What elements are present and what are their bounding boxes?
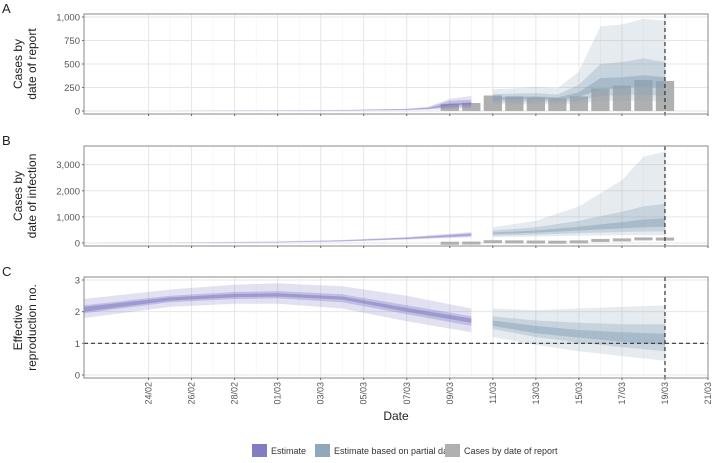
report-bar <box>655 80 675 111</box>
panel-letter: B <box>2 133 11 148</box>
report-bar <box>548 98 567 111</box>
panel-letter: A <box>2 1 11 16</box>
report-bar <box>505 96 524 111</box>
partial-ribbon-band-2 <box>492 58 665 103</box>
report-bar <box>462 103 481 111</box>
report-bar <box>505 240 524 244</box>
y-tick-label: 3 <box>75 276 80 287</box>
y-tick-label: 500 <box>64 60 80 71</box>
x-tick-label: 05/03 <box>359 382 369 405</box>
y-tick-label: 2 <box>75 307 80 318</box>
y-axis-label: date of report <box>25 28 39 100</box>
report-bar <box>569 96 589 111</box>
panel-b: 0 1,000 2,000 3,000 B Cases by date of infecti… <box>2 133 709 250</box>
panel-border <box>83 145 709 247</box>
report-bar <box>634 237 653 241</box>
y-axis-label: Effective <box>11 304 25 350</box>
x-axis: 24/02 26/02 28/02 01/03 03/03 05/03 07/03 09/03… <box>144 382 713 423</box>
x-tick-label: 09/03 <box>445 382 455 405</box>
estimate-ribbon-band-1 <box>84 96 472 111</box>
partial-ribbon-band-3 <box>492 75 665 101</box>
y-axis-label: Cases by <box>11 39 25 89</box>
y-tick-label: 750 <box>64 36 80 47</box>
x-tick-label: 17/03 <box>617 382 627 405</box>
y-tick-label: 250 <box>64 83 80 94</box>
y-tick-label: 0 <box>75 371 80 382</box>
partial-ribbon-band-3 <box>492 320 665 345</box>
report-bar <box>526 240 546 244</box>
x-tick-label: 24/02 <box>144 382 154 405</box>
y-tick-label: 2,000 <box>56 186 80 197</box>
x-tick-label: 13/03 <box>531 382 541 405</box>
panel-c: 0 1 2 3 C Effective reproduction no. <box>2 264 709 382</box>
x-tick-label: 11/03 <box>488 382 498 404</box>
panel-border <box>83 13 709 115</box>
legend-swatch-report_bars <box>445 444 460 457</box>
report-bar <box>548 240 567 244</box>
panel-letter: C <box>2 264 11 279</box>
report-bar <box>612 85 632 111</box>
report-bar <box>591 238 610 242</box>
legend-swatch-estimate <box>252 444 267 457</box>
estimate-ribbon-band-3 <box>84 293 472 323</box>
legend-label-report_bars: Cases by date of report <box>464 446 558 456</box>
partial-ribbon-band-1 <box>492 151 665 237</box>
y-tick-label: 0 <box>75 107 80 118</box>
report-bar <box>440 241 459 245</box>
x-tick-label: 28/02 <box>230 382 240 405</box>
report-bar <box>591 88 610 111</box>
report-bar <box>526 97 546 111</box>
partial-ribbon-band-3 <box>492 218 665 235</box>
panel-a: 0 250 500 750 1,000 A Cases by date of report <box>2 1 709 118</box>
estimate-ribbon-band-1 <box>84 283 472 333</box>
panel-border <box>83 276 709 379</box>
x-tick-label: 15/03 <box>574 382 584 405</box>
report-bar <box>634 79 653 111</box>
x-tick-label: 21/03 <box>703 382 713 405</box>
y-tick-label: 1,000 <box>56 13 80 24</box>
y-axis-label: Cases by <box>11 171 25 221</box>
estimate-ribbon-band-3 <box>84 234 472 243</box>
x-axis-title: Date <box>383 409 409 423</box>
legend: Estimate Estimate based on partial data Ca… <box>252 444 558 457</box>
report-bar <box>569 240 589 244</box>
y-tick-label: 3,000 <box>56 160 80 171</box>
legend-swatch-partial <box>315 444 330 457</box>
y-tick-label: 0 <box>75 239 80 250</box>
x-tick-label: 03/03 <box>316 382 326 405</box>
y-tick-label: 1 <box>75 339 80 350</box>
legend-label-estimate: Estimate <box>271 446 306 456</box>
legend-label-partial: Estimate based on partial data <box>334 446 456 456</box>
report-bar <box>612 238 632 242</box>
report-bar <box>483 240 502 244</box>
x-tick-label: 07/03 <box>402 382 412 405</box>
x-tick-label: 19/03 <box>660 382 670 405</box>
report-bar <box>462 241 481 245</box>
report-bar <box>440 103 459 111</box>
y-axis-label: date of infection <box>25 154 39 239</box>
y-tick-label: 1,000 <box>56 212 80 223</box>
x-tick-label: 01/03 <box>273 382 283 405</box>
estimate-ribbon-band-1 <box>84 232 472 243</box>
y-axis-label: reproduction no. <box>25 284 39 371</box>
x-tick-label: 26/02 <box>187 382 197 405</box>
